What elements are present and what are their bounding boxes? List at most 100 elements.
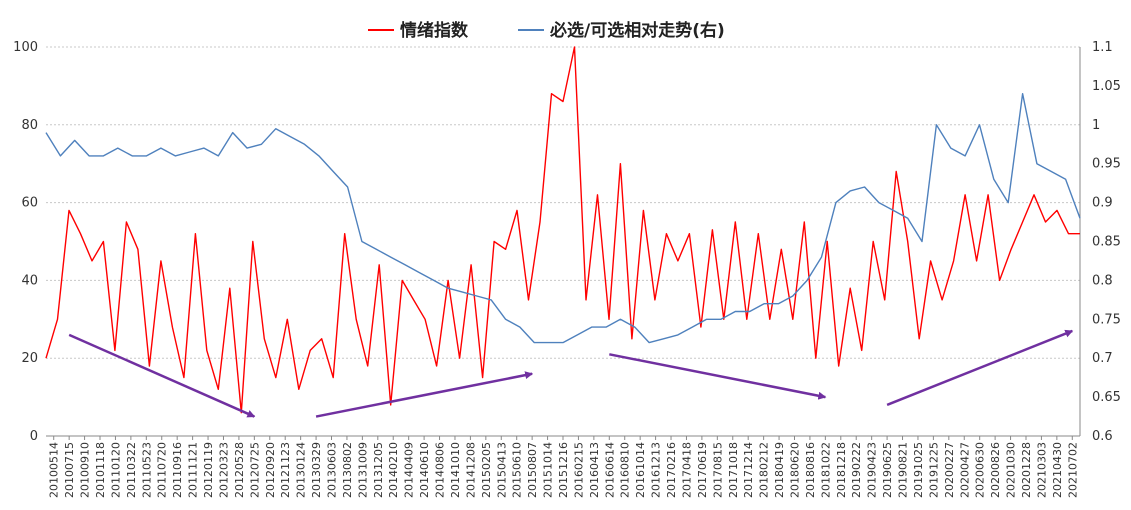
left-axis-ticks: 0 20 40 60 80 100 — [13, 40, 38, 444]
x-tick-label: 20131205 — [372, 442, 385, 498]
trend-arrow — [68, 333, 256, 418]
trend-arrow — [315, 371, 534, 418]
right-axis-ticks: 0.6 0.65 0.7 0.75 0.8 0.85 0.9 0.95 1 1.05 1.1 — [1092, 40, 1121, 444]
x-tick-label: 20130329 — [310, 442, 323, 498]
gridlines — [46, 46, 1080, 359]
x-tick-label: 20200427 — [958, 442, 971, 498]
right-tick-label: 0.8 — [1092, 273, 1113, 288]
x-tick-label: 20120323 — [217, 442, 230, 498]
x-tick-label: 20170815 — [711, 442, 724, 498]
right-tick-label: 1 — [1092, 118, 1100, 133]
x-tick-label: 20170619 — [696, 442, 709, 498]
series-layer — [45, 46, 1081, 414]
x-tick-label: 20150610 — [511, 442, 524, 498]
x-tick-label: 20180620 — [788, 442, 801, 498]
x-tick-label: 20150205 — [480, 442, 493, 498]
x-tick-label: 20161213 — [650, 442, 663, 498]
left-tick-label: 0 — [30, 429, 38, 444]
left-tick-label: 80 — [21, 118, 38, 133]
x-tick-label: 20190625 — [881, 442, 894, 498]
x-tick-label: 20110916 — [171, 442, 184, 498]
x-tick-label: 20140210 — [387, 442, 400, 498]
x-tick-label: 20200826 — [989, 442, 1002, 498]
x-tick-label: 20141208 — [464, 442, 477, 498]
x-tick-label: 20110720 — [156, 442, 169, 498]
x-tick-label: 20150807 — [526, 442, 539, 498]
x-tick-label: 20131009 — [356, 442, 369, 498]
x-tick-label: 20120119 — [202, 442, 215, 498]
x-tick-label: 20100910 — [79, 442, 92, 498]
x-tick-label: 20151216 — [557, 442, 570, 498]
right-tick-label: 0.6 — [1092, 429, 1113, 444]
x-tick-label: 20201030 — [1005, 442, 1018, 498]
x-tick-label: 20190222 — [850, 442, 863, 498]
x-tick-label: 20180212 — [758, 442, 771, 498]
x-tick-label: 20160215 — [572, 442, 585, 498]
x-tick-label: 20120920 — [264, 442, 277, 498]
x-tick-label: 20101118 — [94, 442, 107, 498]
x-tick-label: 20120725 — [248, 442, 261, 498]
x-tick-label: 20210303 — [1035, 442, 1048, 498]
right-tick-label: 0.7 — [1092, 351, 1113, 366]
x-tick-label: 20180419 — [773, 442, 786, 498]
x-tick-label: 20100715 — [63, 442, 76, 498]
x-tick-label: 20110120 — [109, 442, 122, 498]
x-tick-label: 20140610 — [418, 442, 431, 498]
x-tick-label: 20111121 — [187, 442, 200, 498]
x-tick-label: 20170216 — [665, 442, 678, 498]
series-line-relative-trend — [45, 92, 1081, 344]
x-tick-label: 20180816 — [804, 442, 817, 498]
x-tick-label: 20170418 — [680, 442, 693, 498]
x-tick-label: 20151014 — [542, 442, 555, 498]
legend: 情绪指数 必选/可选相对走势(右) — [368, 20, 725, 41]
x-tick-label: 20191225 — [927, 442, 940, 498]
x-tick-label: 20150413 — [495, 442, 508, 498]
x-tick-label: 20210430 — [1051, 442, 1064, 498]
right-tick-label: 0.65 — [1092, 390, 1121, 405]
x-tick-label: 20140409 — [403, 442, 416, 498]
right-tick-label: 0.95 — [1092, 157, 1121, 172]
left-tick-label: 40 — [21, 273, 38, 288]
legend-label-relative-trend: 必选/可选相对走势(右) — [549, 20, 725, 41]
x-tick-label: 20160810 — [619, 442, 632, 498]
x-tick-label: 20210702 — [1066, 442, 1079, 498]
x-tick-label: 20190821 — [897, 442, 910, 498]
right-tick-label: 1.05 — [1092, 79, 1121, 94]
x-axis-ticks: 20100514 20100715 20100910 20101118 20110120… — [48, 436, 1079, 498]
left-tick-label: 100 — [13, 40, 38, 55]
left-tick-label: 20 — [21, 351, 38, 366]
x-tick-label: 20140806 — [434, 442, 447, 498]
right-tick-label: 0.9 — [1092, 196, 1113, 211]
trend-arrow — [609, 353, 827, 400]
x-tick-label: 20160614 — [603, 442, 616, 498]
x-tick-label: 20161014 — [634, 442, 647, 498]
x-tick-label: 20160413 — [588, 442, 601, 498]
x-tick-label: 20190423 — [866, 442, 879, 498]
x-tick-label: 20130802 — [341, 442, 354, 498]
x-tick-label: 20130124 — [295, 442, 308, 498]
right-tick-label: 0.75 — [1092, 312, 1121, 327]
x-tick-label: 20130603 — [326, 442, 339, 498]
x-tick-label: 20141010 — [449, 442, 462, 498]
x-tick-label: 20201228 — [1020, 442, 1033, 498]
x-tick-label: 20120528 — [233, 442, 246, 498]
x-tick-label: 20200630 — [974, 442, 987, 498]
legend-label-emotion-index: 情绪指数 — [400, 20, 469, 41]
x-tick-label: 20110322 — [125, 442, 138, 498]
left-tick-label: 60 — [21, 196, 38, 211]
x-tick-label: 20171214 — [742, 442, 755, 498]
x-tick-label: 20191025 — [912, 442, 925, 498]
right-tick-label: 0.85 — [1092, 235, 1121, 250]
x-tick-label: 20100514 — [48, 442, 61, 498]
x-tick-label: 20171018 — [727, 442, 740, 498]
trend-arrows — [68, 329, 1074, 418]
x-tick-label: 20121123 — [279, 442, 292, 498]
x-tick-label: 20200227 — [943, 442, 956, 498]
right-tick-label: 1.1 — [1092, 40, 1113, 55]
trend-arrow — [886, 329, 1074, 407]
x-tick-label: 20181022 — [819, 442, 832, 498]
x-tick-label: 20110523 — [140, 442, 153, 498]
series-line-emotion-index — [45, 46, 1080, 414]
